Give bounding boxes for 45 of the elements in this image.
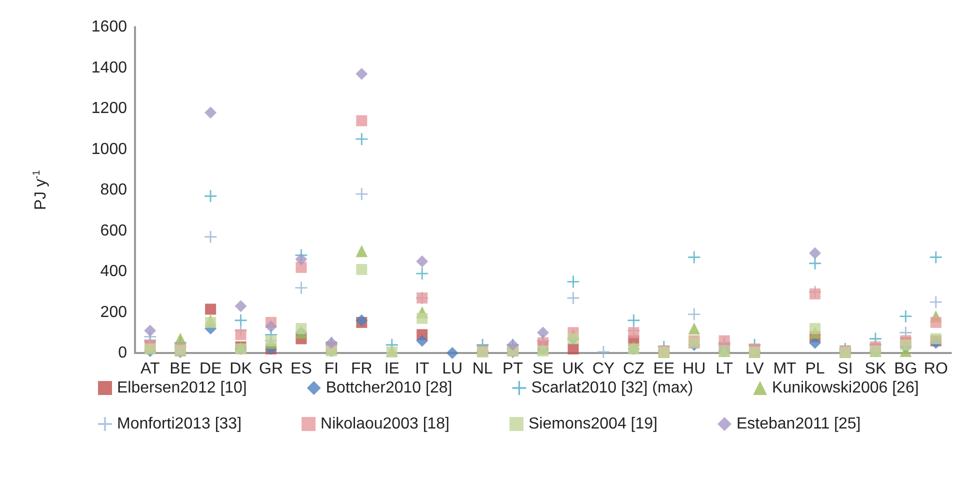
- x-tick-label: HU: [682, 360, 706, 378]
- x-tick-label: DE: [199, 360, 222, 378]
- legend-label: Scarlat2010 [32] (max): [531, 380, 694, 396]
- x-tick-label: IT: [415, 360, 430, 378]
- x-tick-label: RO: [924, 360, 948, 378]
- x-tick-label: PT: [502, 360, 524, 378]
- x-tick-label: CY: [592, 360, 615, 378]
- legend-label: Siemons2004 [19]: [528, 416, 658, 432]
- x-tick-label: NL: [472, 360, 493, 378]
- x-tick-label: EE: [653, 360, 675, 378]
- y-tick-label: 1600: [91, 18, 128, 36]
- x-tick-label: SI: [838, 360, 853, 378]
- x-tick-label: MT: [773, 360, 797, 378]
- legend-label: Monforti2013 [33]: [117, 416, 242, 432]
- x-tick-label: SE: [532, 360, 554, 378]
- y-tick-label: 800: [100, 182, 128, 198]
- x-tick-label: AT: [140, 360, 160, 378]
- x-tick-label: CZ: [623, 360, 645, 378]
- legend-label: Kunikowski2006 [26]: [772, 380, 919, 396]
- x-tick-label: FR: [351, 360, 372, 378]
- x-tick-label: LT: [716, 360, 734, 378]
- y-tick-label: 0: [118, 344, 128, 362]
- x-tick-label: GR: [259, 360, 283, 378]
- y-tick-label: 1000: [91, 140, 128, 158]
- x-tick-label: PL: [805, 360, 825, 378]
- x-tick-label: DK: [230, 360, 252, 378]
- legend-label: Esteban2011 [25]: [736, 416, 861, 432]
- x-tick-label: IE: [384, 360, 400, 378]
- x-tick-label: LV: [745, 360, 764, 378]
- x-tick-label: ES: [290, 360, 312, 378]
- y-tick-label: 400: [100, 263, 128, 280]
- x-tick-label: SK: [864, 360, 886, 378]
- x-tick-label: BE: [170, 360, 192, 378]
- legend-label: Bottcher2010 [28]: [326, 380, 452, 396]
- y-axis-title: PJ y-1: [32, 170, 50, 210]
- x-tick-label: FI: [324, 360, 339, 378]
- y-tick-label: 1400: [91, 59, 128, 76]
- y-tick-label: 600: [100, 222, 128, 240]
- y-tick-label: 200: [100, 304, 128, 321]
- y-tick-label: 1200: [91, 100, 128, 117]
- x-tick-label: LU: [442, 360, 463, 378]
- legend-label: Elbersen2012 [10]: [117, 380, 247, 396]
- legend-label: Nikolaou2003 [18]: [320, 416, 450, 432]
- x-tick-label: BG: [894, 360, 918, 378]
- x-tick-label: UK: [562, 360, 585, 378]
